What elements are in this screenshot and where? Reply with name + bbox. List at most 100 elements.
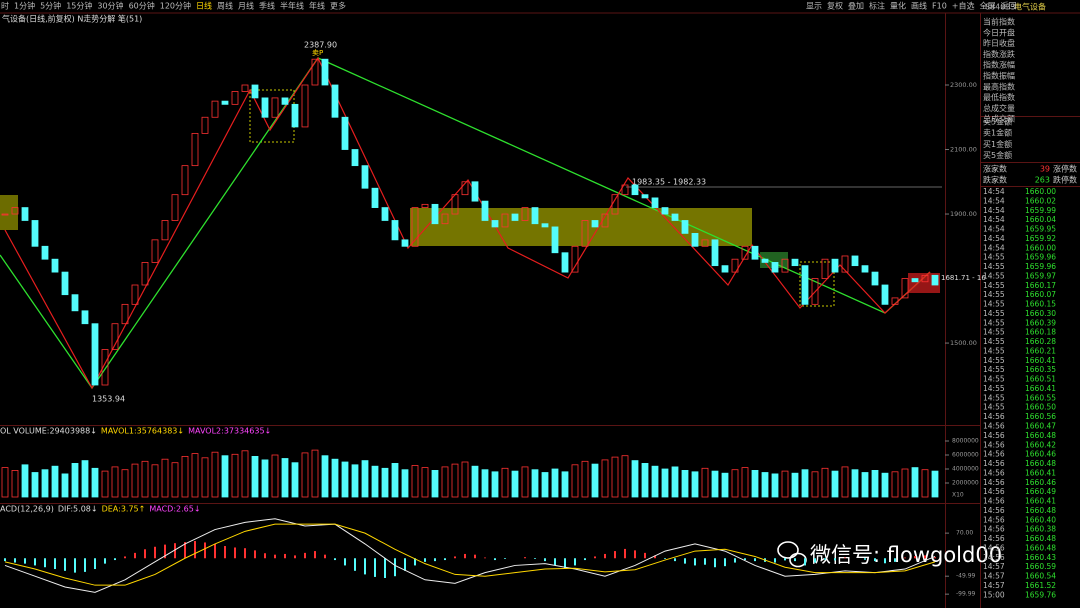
macd-bar xyxy=(464,553,466,559)
macd-bar xyxy=(824,558,826,560)
volume-bar xyxy=(191,453,199,498)
volume-bar xyxy=(231,453,239,498)
timeframe-tab[interactable]: 年线 xyxy=(309,1,325,11)
volume-bar xyxy=(261,459,269,498)
timeframe-tab[interactable]: 半年线 xyxy=(280,1,304,11)
timeframe-tab[interactable]: 日线 xyxy=(196,1,212,11)
candle xyxy=(761,258,769,263)
timeframe-tab[interactable]: 5分钟 xyxy=(40,1,61,11)
timeframe-tab[interactable]: 时 xyxy=(1,1,9,11)
macd-bar xyxy=(204,542,206,559)
toolbar-button[interactable]: 量化 xyxy=(890,1,906,11)
tick-price: 1660.48 xyxy=(1025,543,1056,552)
tick-time: 14:55 xyxy=(983,309,1005,318)
volume-bar xyxy=(561,471,569,498)
macd-bar xyxy=(524,557,526,559)
volume-bar xyxy=(551,468,559,498)
field-label: 当前指数 xyxy=(983,17,1015,27)
candle xyxy=(131,284,139,305)
macd-bar xyxy=(484,557,486,559)
tick-time: 14:55 xyxy=(983,346,1005,355)
macd-bar xyxy=(124,556,126,559)
tick-price: 1659.95 xyxy=(1025,225,1056,234)
candle xyxy=(361,165,369,189)
toolbar-button[interactable]: F10 xyxy=(932,2,947,11)
macd-bar xyxy=(34,558,36,566)
volume-bar xyxy=(161,458,169,498)
tick-price: 1660.30 xyxy=(1025,309,1056,318)
volume-bar xyxy=(621,455,629,498)
macd-bar xyxy=(554,558,556,566)
y-tick-label: -99.99 xyxy=(956,591,976,598)
candle xyxy=(141,262,149,286)
volume-bar xyxy=(471,465,479,498)
macd-bar xyxy=(44,558,46,568)
candle xyxy=(651,197,659,208)
toolbar-button[interactable]: 全屏 xyxy=(979,1,995,11)
macd-bar xyxy=(924,555,926,559)
timeframe-tab[interactable]: 120分钟 xyxy=(160,1,191,11)
field-label: 昨日收盘 xyxy=(983,38,1015,48)
tick-price: 1660.56 xyxy=(1025,412,1056,421)
timeframe-tab[interactable]: 30分钟 xyxy=(97,1,123,11)
macd-bar xyxy=(324,554,326,559)
macd-bar xyxy=(94,558,96,570)
tick-price: 1660.41 xyxy=(1025,356,1056,365)
tick-price: 1660.50 xyxy=(1025,403,1056,412)
macd-bar xyxy=(654,555,656,559)
tick-time: 14:55 xyxy=(983,318,1005,327)
volume-bar xyxy=(461,461,469,498)
toolbar-button[interactable]: 复权 xyxy=(827,1,843,11)
candle xyxy=(791,258,799,267)
timeframe-tab[interactable]: 月线 xyxy=(238,1,254,11)
timeframe-tab[interactable]: 15分钟 xyxy=(66,1,92,11)
toolbar-button[interactable]: 返回 xyxy=(1000,2,1016,11)
macd-bar xyxy=(914,556,916,559)
candle xyxy=(191,132,199,167)
macd-bar xyxy=(784,558,786,561)
volume-bar xyxy=(21,464,29,498)
toolbar-button[interactable]: 画线 xyxy=(911,1,927,11)
timeframe-tab[interactable]: 60分钟 xyxy=(129,1,155,11)
toolbar-button[interactable]: +自选 xyxy=(952,1,975,11)
candle xyxy=(221,100,229,105)
timeframe-tab[interactable]: 周线 xyxy=(217,1,233,11)
timeframe-tab[interactable]: 季线 xyxy=(259,1,275,11)
macd-bar xyxy=(304,552,306,559)
candle xyxy=(641,194,649,199)
volume-bar xyxy=(351,464,359,498)
macd-bar xyxy=(354,558,356,571)
tick-price: 1660.35 xyxy=(1025,365,1056,374)
candle xyxy=(551,226,559,254)
volume-bar xyxy=(111,466,119,498)
toolbar-button[interactable]: 标注 xyxy=(869,1,885,11)
y-tick-label: 1900.00 xyxy=(950,210,977,218)
volume-bar xyxy=(311,449,319,498)
zone-box xyxy=(410,208,752,246)
candle xyxy=(871,271,879,286)
tick-price: 1660.51 xyxy=(1025,375,1056,384)
timeframe-tab[interactable]: 1分钟 xyxy=(14,1,35,11)
toolbar-button[interactable]: 显示 xyxy=(806,2,822,11)
tick-time: 14:56 xyxy=(983,478,1005,487)
volume-bar xyxy=(641,462,649,498)
field-label: 最高指数 xyxy=(983,81,1015,91)
tick-time: 14:56 xyxy=(983,515,1005,524)
tick-time: 14:55 xyxy=(983,328,1005,337)
frames xyxy=(0,12,1080,608)
timeframe-tab[interactable]: 更多 xyxy=(330,1,346,11)
candle xyxy=(211,100,219,118)
candle xyxy=(911,278,919,283)
count-value: 39 xyxy=(1040,165,1050,174)
macd-bar xyxy=(494,558,496,561)
candle xyxy=(561,252,569,273)
candle xyxy=(471,181,479,202)
tick-price: 1660.39 xyxy=(1025,318,1056,327)
volume-bar xyxy=(631,460,639,498)
candle xyxy=(671,213,679,221)
tick-price: 1660.00 xyxy=(1025,243,1056,252)
candle xyxy=(781,258,789,273)
tick-price: 1660.41 xyxy=(1025,468,1056,477)
candle xyxy=(451,194,459,215)
toolbar-button[interactable]: 叠加 xyxy=(848,1,864,11)
